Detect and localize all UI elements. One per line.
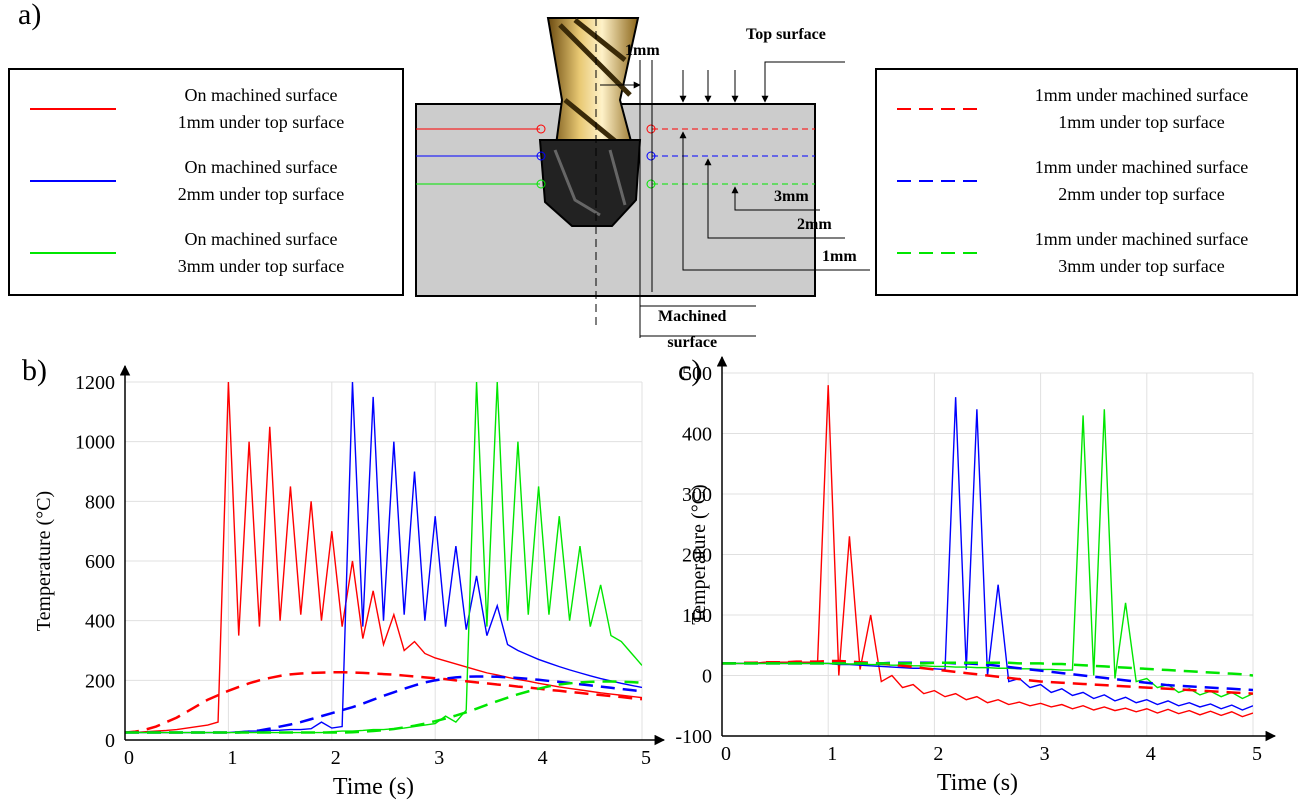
x-axis-label: Time (s) [333, 774, 414, 800]
legend-swatch [30, 252, 116, 254]
x-tick-label: 1 [827, 743, 837, 765]
legend-label: On machined surface 1mm under top surfac… [177, 85, 345, 132]
x-tick-label: 5 [1252, 743, 1262, 765]
diagram-label: 3mm [774, 188, 809, 205]
diagram-label: Top surface [746, 26, 826, 43]
legend-swatch [897, 180, 983, 182]
legend-entry: 1mm under machined surface 1mm under top… [877, 82, 1296, 142]
legend-entry: On machined surface 1mm under top surfac… [10, 82, 402, 142]
legend-entry: On machined surface 2mm under top surfac… [10, 154, 402, 214]
legend-swatch [30, 108, 116, 110]
legend-entry: 1mm under machined surface 2mm under top… [877, 154, 1296, 214]
legend-entry: On machined surface 3mm under top surfac… [10, 226, 402, 286]
y-tick-label: 1200 [75, 372, 115, 394]
diagram-label: 1mm [822, 248, 857, 265]
diagram-label: Machined surface [658, 308, 727, 351]
drill-flute [558, 18, 632, 147]
y-tick-label: 500 [682, 363, 712, 385]
y-tick-label: 200 [85, 670, 115, 692]
x-tick-label: 1 [227, 747, 237, 769]
y-tick-label: 300 [682, 484, 712, 506]
x-tick-label: 3 [434, 747, 444, 769]
legend: 1mm under machined surface 1mm under top… [875, 68, 1298, 296]
legend-label: 1mm under machined surface 2mm under top… [1034, 157, 1249, 204]
y-tick-label: 1000 [75, 432, 115, 454]
diagram-label: 2mm [797, 216, 832, 233]
x-tick-label: 3 [1040, 743, 1050, 765]
y-tick-label: 800 [85, 491, 115, 513]
data-line [125, 381, 642, 734]
x-tick-label: 2 [933, 743, 943, 765]
probe-point [646, 124, 656, 134]
y-tick-label: 400 [682, 424, 712, 446]
x-tick-label: 0 [124, 747, 134, 769]
chart: 0 200 400 600 800 1000 1200 0 1 2 3 4 5 Time (s) Tempe… [33, 364, 666, 800]
panel-label: b) [22, 354, 47, 387]
data-line [722, 659, 1253, 695]
panel-label: a) [18, 0, 42, 31]
y-axis-label: Temperature (°C) [688, 484, 710, 624]
y-tick-label: -100 [675, 726, 712, 748]
x-axis-label: Time (s) [937, 770, 1018, 796]
legend-label: On machined surface 2mm under top surfac… [177, 157, 345, 204]
legend-swatch [30, 180, 116, 182]
x-tick-label: 0 [721, 743, 731, 765]
chart: -100 0 100 200 300 400 500 0 1 2 3 4 5 Time (s) Temper… [675, 355, 1277, 796]
x-tick-label: 4 [1146, 743, 1156, 765]
legend-label: 1mm under machined surface 3mm under top… [1034, 229, 1249, 276]
y-tick-label: 600 [85, 551, 115, 573]
probe-point [646, 179, 656, 189]
diagram [415, 17, 870, 338]
y-tick-label: 0 [702, 666, 712, 688]
legend-swatch [897, 108, 983, 110]
diagram-label: 1mm [625, 42, 660, 59]
data-line [125, 381, 642, 734]
x-tick-label: 5 [641, 747, 651, 769]
data-line [125, 680, 642, 734]
legend-label: On machined surface 3mm under top surfac… [177, 229, 345, 276]
drill-edge [553, 149, 627, 217]
legend-entry: 1mm under machined surface 3mm under top… [877, 226, 1296, 286]
y-tick-label: 400 [85, 611, 115, 633]
y-tick-label: 0 [105, 730, 115, 752]
legend: On machined surface 1mm under top surfac… [8, 68, 404, 296]
y-axis-label: Temperature (°C) [33, 491, 55, 631]
data-line [722, 409, 1253, 700]
y-tick-label: 200 [682, 545, 712, 567]
probe-point [536, 179, 546, 189]
arrow [731, 186, 820, 211]
panel-label: c) [678, 354, 702, 387]
legend-label: 1mm under machined surface 1mm under top… [1034, 85, 1249, 132]
data-line [125, 671, 642, 734]
probe-point [646, 151, 656, 161]
arrow [704, 158, 845, 239]
arrow [679, 131, 870, 271]
data-line [722, 661, 1253, 677]
probe-point [536, 151, 546, 161]
y-tick-label: 100 [682, 605, 712, 627]
legend-swatch [897, 252, 983, 254]
arrow [761, 61, 845, 103]
x-tick-label: 2 [331, 747, 341, 769]
probe-point [536, 124, 546, 134]
x-tick-label: 4 [538, 747, 548, 769]
